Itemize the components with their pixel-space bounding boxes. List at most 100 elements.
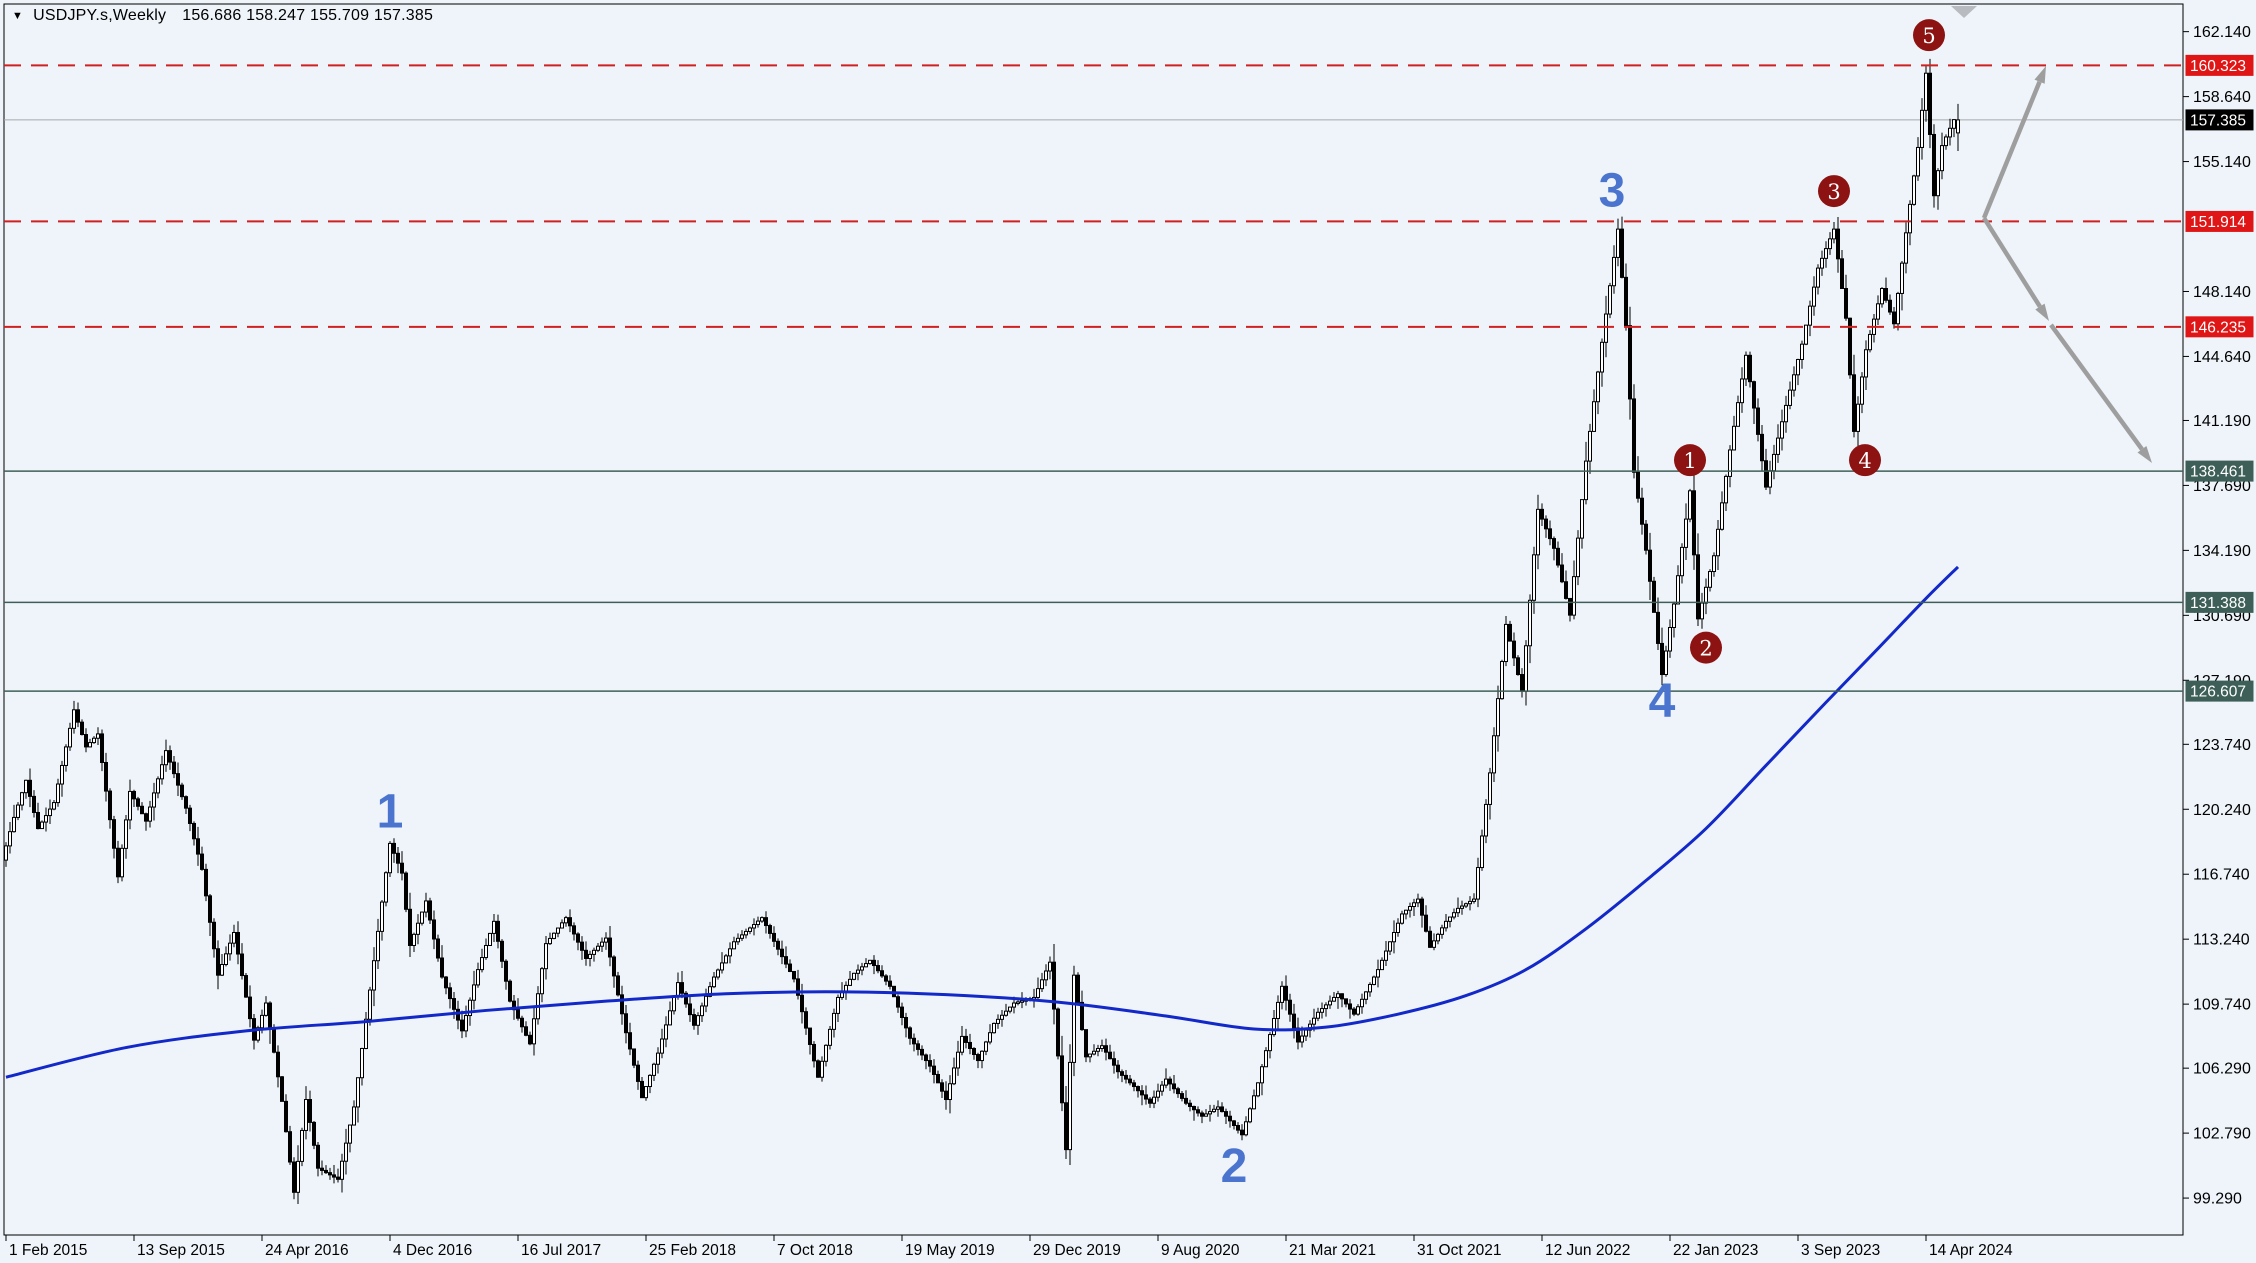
candle	[716, 968, 720, 980]
candle	[1056, 1007, 1060, 1060]
projection-arrow[interactable]	[1982, 216, 2049, 321]
candle	[1228, 1110, 1232, 1128]
candle	[816, 1059, 820, 1078]
date-tick-label: 21 Mar 2021	[1289, 1242, 1376, 1259]
candle	[644, 1086, 648, 1101]
candle	[1480, 829, 1484, 871]
candle	[1692, 469, 1696, 570]
candle	[1808, 300, 1812, 337]
candle	[1556, 541, 1560, 568]
price-tick-label: 137.690	[2193, 478, 2251, 495]
candle	[1052, 944, 1056, 1025]
candle	[476, 962, 480, 988]
candle	[1172, 1075, 1176, 1094]
candle	[1404, 909, 1408, 920]
candle	[1160, 1080, 1164, 1096]
candle	[764, 911, 768, 934]
candle	[184, 795, 188, 815]
candle	[284, 1094, 288, 1133]
candle	[1560, 553, 1564, 584]
candle	[1852, 354, 1856, 438]
candle	[936, 1070, 940, 1084]
candle	[748, 926, 752, 935]
candle	[488, 932, 492, 947]
candle	[392, 838, 396, 863]
candle	[1468, 896, 1472, 911]
candle	[1132, 1079, 1136, 1092]
candle	[1196, 1106, 1200, 1117]
candle	[248, 985, 252, 1028]
candle	[1320, 1002, 1324, 1019]
symbol-collapse-triangle-icon[interactable]: ▼	[12, 10, 24, 22]
candle	[24, 779, 28, 799]
time-axis[interactable]: 1 Feb 2015 13 Sep 2015 24 Apr 2016 4 Dec 20…	[5, 1235, 2013, 1259]
candle	[992, 1022, 996, 1034]
candle	[984, 1040, 988, 1056]
candle	[880, 965, 884, 978]
candle	[1712, 552, 1716, 577]
candle	[1828, 232, 1832, 255]
candle	[1868, 330, 1872, 353]
candle	[328, 1167, 332, 1180]
candle	[1644, 519, 1648, 555]
candle	[1740, 367, 1744, 413]
candle	[1940, 132, 1944, 180]
candle	[736, 933, 740, 945]
candle	[760, 916, 764, 923]
candle	[1748, 351, 1752, 388]
candle	[408, 892, 412, 957]
candle	[1176, 1086, 1180, 1098]
candle	[40, 820, 44, 830]
projection-arrow[interactable]	[2049, 323, 2152, 463]
candle	[604, 932, 608, 950]
candle	[1884, 277, 1888, 303]
candle	[684, 991, 688, 1008]
candle	[340, 1153, 344, 1193]
candle	[360, 1047, 364, 1086]
candle	[1932, 124, 1936, 208]
candle	[132, 789, 136, 807]
projection-arrow[interactable]	[1981, 65, 2046, 219]
candle	[1212, 1104, 1216, 1113]
resistance-price-tag: 151.914	[2185, 210, 2254, 232]
candle	[1596, 370, 1600, 415]
candle	[968, 1033, 972, 1055]
candle	[300, 1127, 304, 1167]
candle	[1800, 340, 1804, 369]
scroll-to-end-marker[interactable]	[1951, 6, 1977, 18]
candle	[1856, 396, 1860, 448]
elliott-wave-labels: 1 2 3 4 1 2 3 4 5	[377, 19, 1945, 1193]
price-tick-label: 148.140	[2193, 284, 2251, 301]
candle	[1272, 1009, 1276, 1037]
candle	[1208, 1104, 1212, 1122]
candle	[924, 1053, 928, 1070]
candle	[920, 1045, 924, 1061]
candle	[436, 934, 440, 962]
current-price-tag: 157.385	[2185, 109, 2254, 131]
candle	[1864, 340, 1868, 390]
candle	[348, 1124, 352, 1153]
candle	[1280, 981, 1284, 1010]
candle	[1116, 1060, 1120, 1079]
date-tick-label: 16 Jul 2017	[521, 1242, 601, 1259]
candle	[1092, 1044, 1096, 1056]
candle	[444, 975, 448, 995]
candle	[1508, 620, 1512, 642]
price-axis[interactable]: 162.140 158.640 155.140 148.140 144.640 141.1…	[2183, 24, 2251, 1208]
candle	[1072, 965, 1076, 1077]
candle	[768, 923, 772, 939]
candle	[940, 1079, 944, 1099]
candle	[688, 994, 692, 1022]
candle	[1372, 975, 1376, 986]
candle	[932, 1059, 936, 1084]
candle	[204, 863, 208, 902]
candle	[692, 1008, 696, 1030]
candle	[1492, 727, 1496, 782]
candle	[820, 1056, 824, 1082]
candle	[1192, 1105, 1196, 1121]
wave-number-circled: 1	[1674, 444, 1706, 477]
candle	[264, 996, 268, 1017]
candle	[776, 938, 780, 956]
svg-text:3: 3	[1827, 180, 1840, 204]
